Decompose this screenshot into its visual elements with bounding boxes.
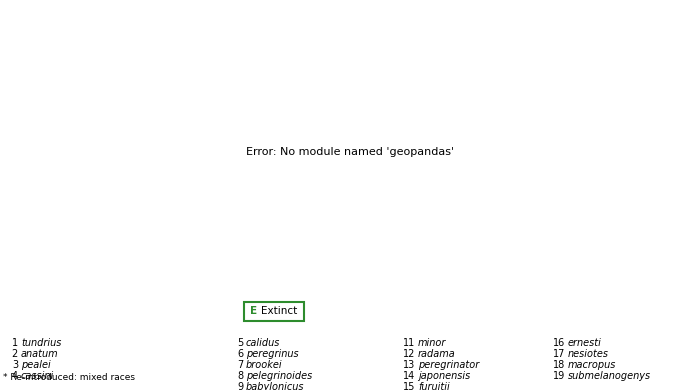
Text: submelanogenys: submelanogenys <box>568 371 651 381</box>
Text: brookei: brookei <box>246 360 283 370</box>
Text: 4: 4 <box>12 371 18 381</box>
Text: 12: 12 <box>402 349 415 359</box>
Text: cassini: cassini <box>21 371 55 381</box>
Text: 16: 16 <box>553 338 565 347</box>
Text: 17: 17 <box>552 349 565 359</box>
Text: ernesti: ernesti <box>568 338 602 347</box>
Text: anatum: anatum <box>21 349 59 359</box>
Text: 19: 19 <box>553 371 565 381</box>
Text: nesiotes: nesiotes <box>568 349 609 359</box>
Text: furuitii: furuitii <box>418 382 449 390</box>
Text: 18: 18 <box>553 360 565 370</box>
Text: 3: 3 <box>12 360 18 370</box>
Text: babylonicus: babylonicus <box>246 382 304 390</box>
Text: * Re-introduced: mixed races: * Re-introduced: mixed races <box>3 373 135 382</box>
Text: Extinct: Extinct <box>261 307 298 317</box>
Text: 2: 2 <box>12 349 18 359</box>
FancyBboxPatch shape <box>244 302 304 321</box>
Text: 7: 7 <box>237 360 243 370</box>
Text: macropus: macropus <box>568 360 617 370</box>
Text: 11: 11 <box>402 338 415 347</box>
Text: 6: 6 <box>237 349 243 359</box>
Text: pelegrinoides: pelegrinoides <box>246 371 312 381</box>
Text: 1: 1 <box>12 338 18 347</box>
Text: 15: 15 <box>402 382 415 390</box>
Text: calidus: calidus <box>246 338 281 347</box>
Text: japonensis: japonensis <box>418 371 470 381</box>
Text: 14: 14 <box>402 371 415 381</box>
Text: tundrius: tundrius <box>21 338 62 347</box>
Text: Error: No module named 'geopandas': Error: No module named 'geopandas' <box>246 147 454 157</box>
Text: minor: minor <box>418 338 447 347</box>
Text: 8: 8 <box>237 371 243 381</box>
Text: 5: 5 <box>237 338 243 347</box>
Text: E: E <box>250 307 257 317</box>
Text: peregrinator: peregrinator <box>418 360 480 370</box>
Text: radama: radama <box>418 349 456 359</box>
Text: 9: 9 <box>237 382 243 390</box>
Text: peregrinus: peregrinus <box>246 349 299 359</box>
Text: 13: 13 <box>402 360 415 370</box>
Text: pealei: pealei <box>21 360 50 370</box>
